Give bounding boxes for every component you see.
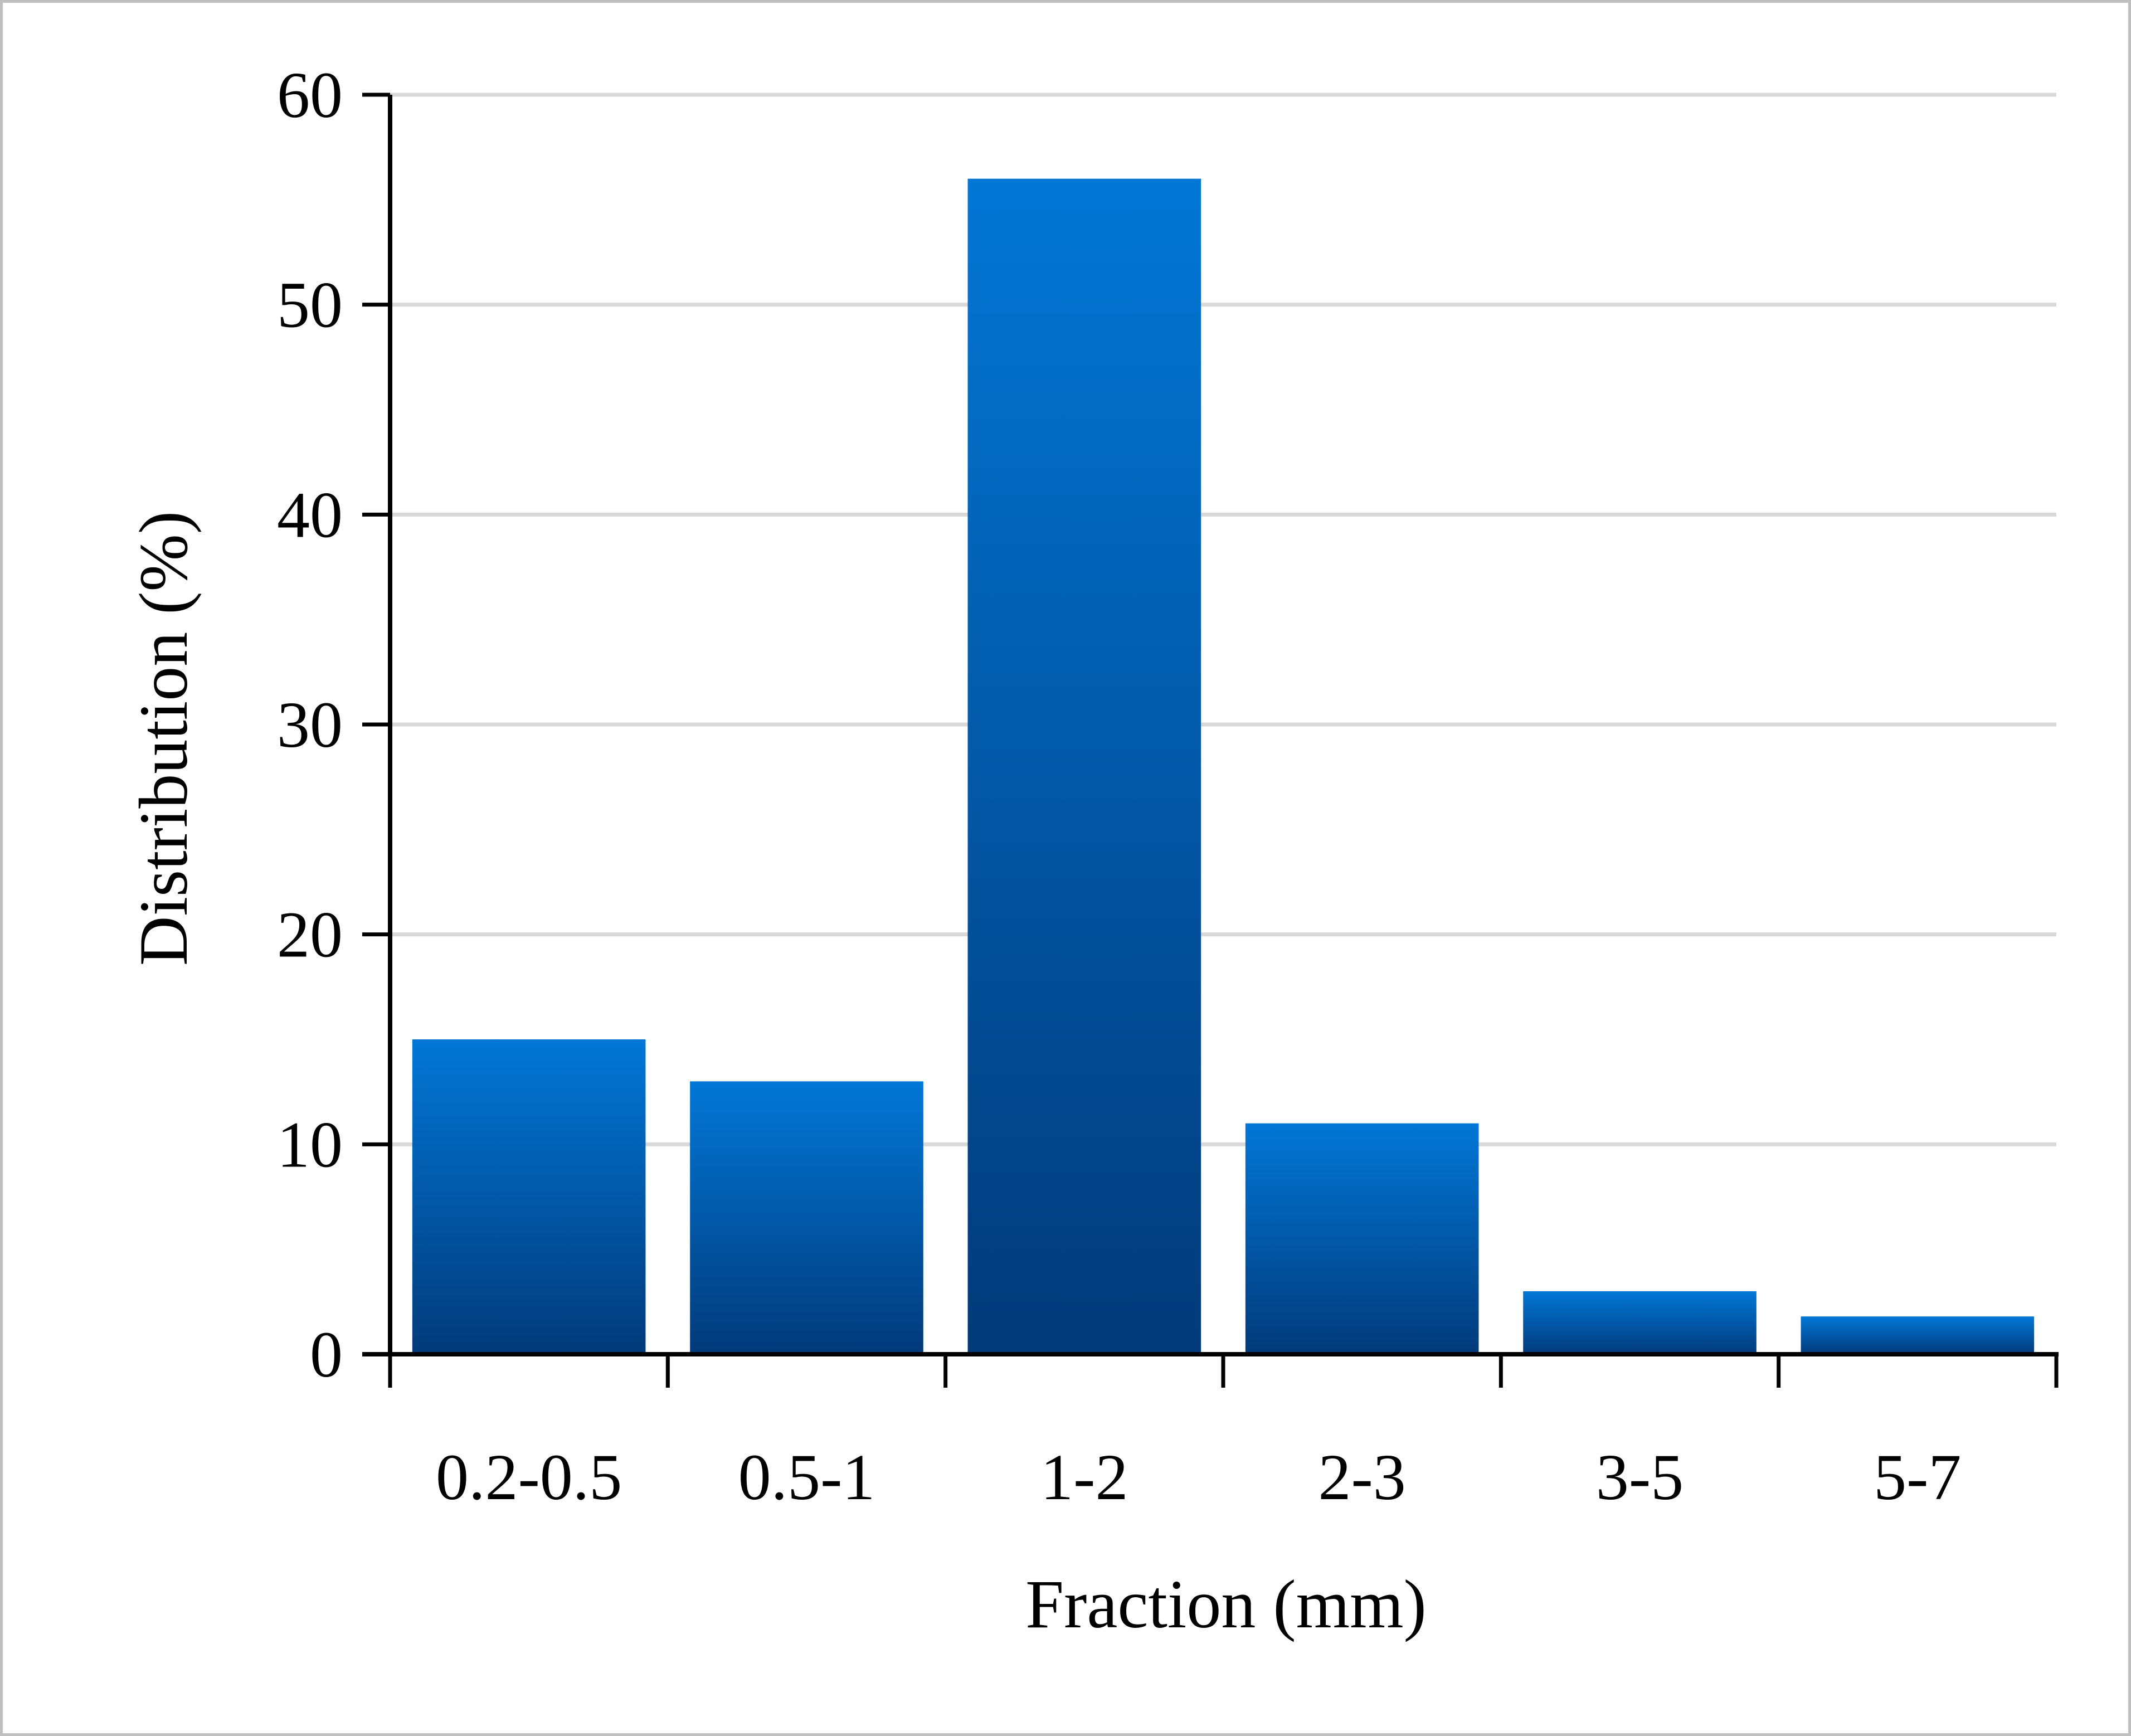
x-tick-label: 2-3 — [1319, 1441, 1406, 1514]
x-tick-label: 3-5 — [1596, 1441, 1684, 1514]
x-tick-label: 1-2 — [1040, 1441, 1128, 1514]
bars — [412, 178, 2035, 1354]
y-tick-label: 40 — [277, 478, 343, 551]
x-axis-title: Fraction (mm) — [1025, 1566, 1427, 1642]
bar-5-7 — [1801, 1316, 2035, 1354]
bar-0.2-0.5 — [412, 1039, 646, 1354]
bar-3-5 — [1523, 1291, 1757, 1354]
y-tick-label: 30 — [277, 688, 343, 761]
y-tick-label: 10 — [277, 1108, 343, 1181]
y-tick-label: 0 — [310, 1318, 343, 1391]
bar-1-2 — [967, 178, 1201, 1354]
axes — [362, 93, 2059, 1388]
tick-labels: 0 10 20 30 40 50 60 0.2-0.5 0.5-1 1-2 2-3 3-5 5-7 — [277, 59, 1961, 1514]
x-tick-label: 0.5-1 — [738, 1441, 875, 1514]
x-tick-label: 0.2-0.5 — [436, 1441, 622, 1514]
x-tick-label: 5-7 — [1874, 1441, 1961, 1514]
y-axis-title: Distribution (%) — [125, 511, 202, 966]
y-tick-label: 20 — [277, 898, 343, 971]
bar-0.5-1 — [690, 1081, 923, 1354]
y-tick-label: 60 — [277, 59, 343, 132]
gridlines — [390, 93, 2056, 1146]
bar-2-3 — [1245, 1123, 1479, 1354]
y-tick-label: 50 — [277, 269, 343, 342]
